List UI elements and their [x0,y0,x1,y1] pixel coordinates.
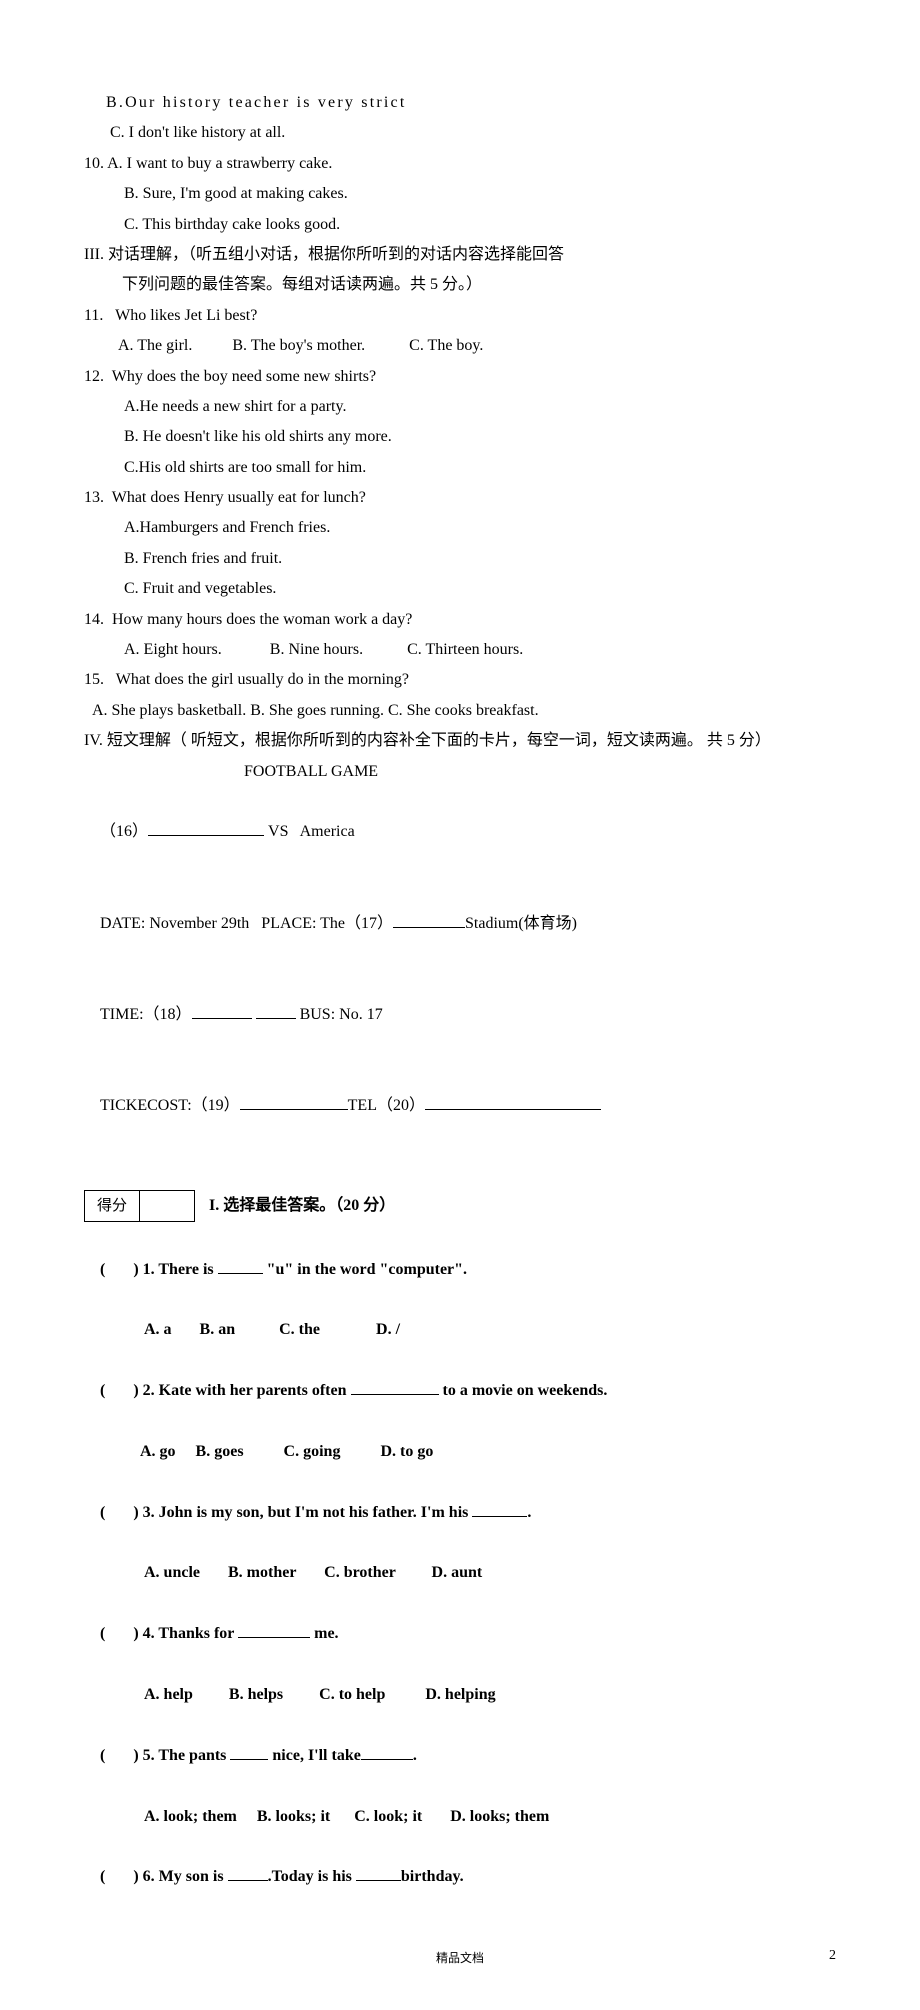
option-b: B.Our history teacher is very strict [84,88,836,118]
mc-q4-blank[interactable] [238,1622,310,1638]
mc-q4-options: A. help B. helps C. to help D. helping [84,1680,836,1710]
mc-q5-mid: nice, I'll take [268,1747,360,1764]
fill-17: DATE: November 29th PLACE: The（17） Stadiu… [84,878,836,969]
fill-17-suffix: Stadium(体育场) [465,915,577,932]
fill-16-suffix: VS America [264,823,355,840]
q15: 15. What does the girl usually do in the… [84,665,836,695]
q11-options: A. The girl. B. The boy's mother. C. The… [84,331,836,361]
section3-title2: 下列问题的最佳答案。每组对话读两遍。共 5 分。） [84,270,836,300]
blank-17[interactable] [393,911,465,927]
score-table: 得分 [84,1190,195,1223]
q13: 13. What does Henry usually eat for lunc… [84,483,836,513]
page-number: 2 [829,1943,836,1970]
q11: 11. Who likes Jet Li best? [84,301,836,331]
q12: 12. Why does the boy need some new shirt… [84,362,836,392]
mc-q3: ( ) 3. John is my son, but I'm not his f… [84,1467,836,1558]
q10-c: C. This birthday cake looks good. [84,210,836,240]
fill-17-label: DATE: November 29th PLACE: The（17） [100,915,393,932]
mc-q5-blank2[interactable] [361,1744,413,1760]
q10-b: B. Sure, I'm good at making cakes. [84,179,836,209]
mc-q5-suffix: . [413,1747,417,1764]
exam-page: B.Our history teacher is very strict C. … [0,0,920,2010]
mc-q1-options: A. a B. an C. the D. / [84,1315,836,1345]
blank-19[interactable] [240,1094,348,1110]
blank-20[interactable] [425,1094,601,1110]
score-blank-cell[interactable] [140,1190,195,1222]
mc-q3-blank[interactable] [472,1501,527,1517]
option-c: C. I don't like history at all. [84,118,836,148]
blank-18[interactable] [192,1003,252,1019]
q12-b: B. He doesn't like his old shirts any mo… [84,422,836,452]
q13-c: C. Fruit and vegetables. [84,574,836,604]
mc-q6-suffix: birthday. [401,1868,464,1885]
mc-q1-suffix: "u" in the word "computer". [263,1261,467,1278]
q14-options: A. Eight hours. B. Nine hours. C. Thirte… [84,635,836,665]
q13-a: A.Hamburgers and French fries. [84,513,836,543]
mc-q6-mid: .Today is his [268,1868,356,1885]
q10-a: 10. A. I want to buy a strawberry cake. [84,149,836,179]
mc-q5-options: A. look; them B. looks; it C. look; it D… [84,1802,836,1832]
mc-q2-stem: ( ) 2. Kate with her parents often [100,1382,351,1399]
mc-q2-suffix: to a movie on weekends. [439,1382,608,1399]
mc-q3-stem: ( ) 3. John is my son, but I'm not his f… [100,1504,472,1521]
mc-q5-stem: ( ) 5. The pants [100,1747,230,1764]
section4-heading: FOOTBALL GAME [84,757,836,787]
section3-title: III. 对话理解，（听五组小对话，根据你所听到的对话内容选择能回答 [84,240,836,270]
section4-title: IV. 短文理解（ 听短文，根据你所听到的内容补全下面的卡片，每空一词，短文读两… [84,726,836,756]
mc-q2: ( ) 2. Kate with her parents often to a … [84,1346,836,1437]
footer-label: 精品文档 [436,1951,484,1965]
mc-q1-blank[interactable] [218,1257,263,1273]
fill-20-label: TEL（20） [348,1097,425,1114]
fill-16: （16） VS America [84,787,836,878]
q15-options: A. She plays basketball. B. She goes run… [84,696,836,726]
mc-q2-blank[interactable] [351,1379,439,1395]
mc-q6: ( ) 6. My son is .Today is his birthday. [84,1832,836,1923]
fill-19-20: TICKECOST:（19） TEL（20） [84,1061,836,1152]
fill-18: TIME:（18） BUS: No. 17 [84,969,836,1060]
blank-18b[interactable] [256,1003,296,1019]
mc-q4-stem: ( ) 4. Thanks for [100,1625,238,1642]
q12-a: A.He needs a new shirt for a party. [84,392,836,422]
mc-q3-options: A. uncle B. mother C. brother D. aunt [84,1558,836,1588]
q12-c: C.His old shirts are too small for him. [84,453,836,483]
fill-18-suffix: BUS: No. 17 [296,1006,383,1023]
mc-q2-options: A. go B. goes C. going D. to go [84,1437,836,1467]
mc-q4: ( ) 4. Thanks for me. [84,1589,836,1680]
score-section-row: 得分 I. 选择最佳答案。（20 分） [84,1190,836,1223]
mc-section-title: I. 选择最佳答案。（20 分） [209,1191,395,1221]
mc-q1-stem: ( ) 1. There is [100,1261,218,1278]
score-label-cell: 得分 [85,1190,140,1222]
mc-q6-stem: ( ) 6. My son is [100,1868,228,1885]
mc-q4-suffix: me. [310,1625,338,1642]
page-footer: 精品文档 2 [84,1947,836,1970]
blank-16[interactable] [148,820,264,836]
mc-q6-blank1[interactable] [228,1865,268,1881]
q13-b: B. French fries and fruit. [84,544,836,574]
mc-q6-blank2[interactable] [356,1865,401,1881]
mc-q5: ( ) 5. The pants nice, I'll take. [84,1710,836,1801]
q14: 14. How many hours does the woman work a… [84,605,836,635]
mc-q3-suffix: . [527,1504,531,1521]
fill-16-label: （16） [100,823,148,840]
fill-19-label: TICKECOST:（19） [100,1097,240,1114]
fill-18-label: TIME:（18） [100,1006,192,1023]
mc-q5-blank1[interactable] [230,1744,268,1760]
